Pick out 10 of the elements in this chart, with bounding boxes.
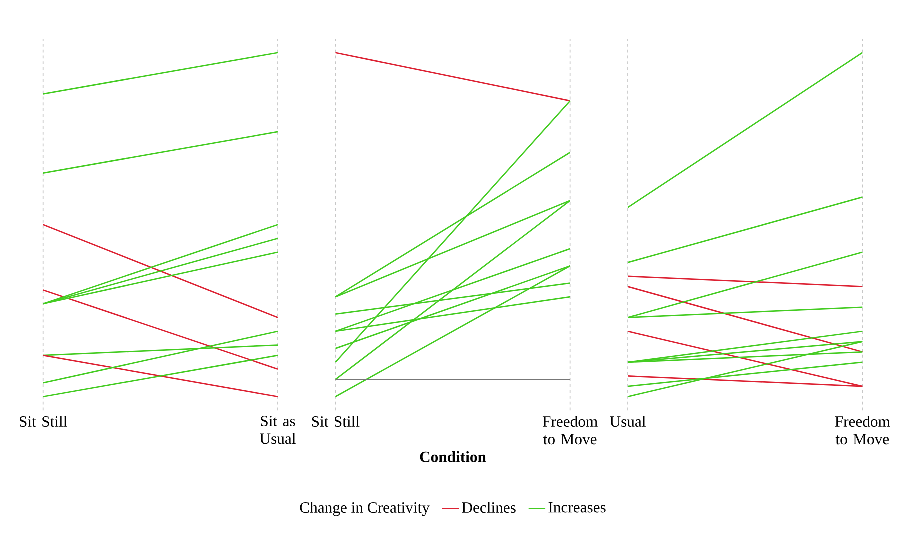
legend-label: Declines: [462, 502, 516, 514]
x-tick-label: Sit Still: [20, 416, 68, 428]
x-tick-label: Usual: [610, 416, 646, 428]
x-tick-label: Freedom to Move: [835, 416, 890, 445]
x-tick-label: Sit as Usual: [260, 416, 296, 444]
legend-label: Increases: [548, 502, 606, 513]
legend-title: Change in Creativity: [300, 502, 430, 516]
x-tick-label: Sit Still: [312, 416, 360, 428]
x-tick-label: Freedom to Move: [542, 416, 598, 445]
x-axis-title: Condition: [420, 451, 486, 462]
